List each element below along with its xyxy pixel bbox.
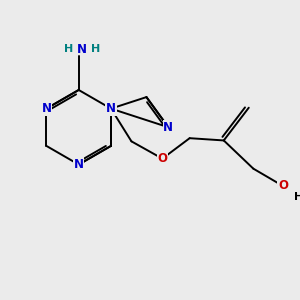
Text: N: N [74, 158, 84, 171]
Text: H: H [294, 192, 300, 202]
Text: H: H [91, 44, 101, 54]
Text: N: N [164, 121, 173, 134]
Text: N: N [106, 102, 116, 115]
Text: O: O [158, 152, 167, 165]
Text: O: O [278, 179, 288, 192]
Text: H: H [64, 44, 73, 54]
Text: N: N [77, 43, 87, 56]
Text: N: N [41, 102, 51, 115]
